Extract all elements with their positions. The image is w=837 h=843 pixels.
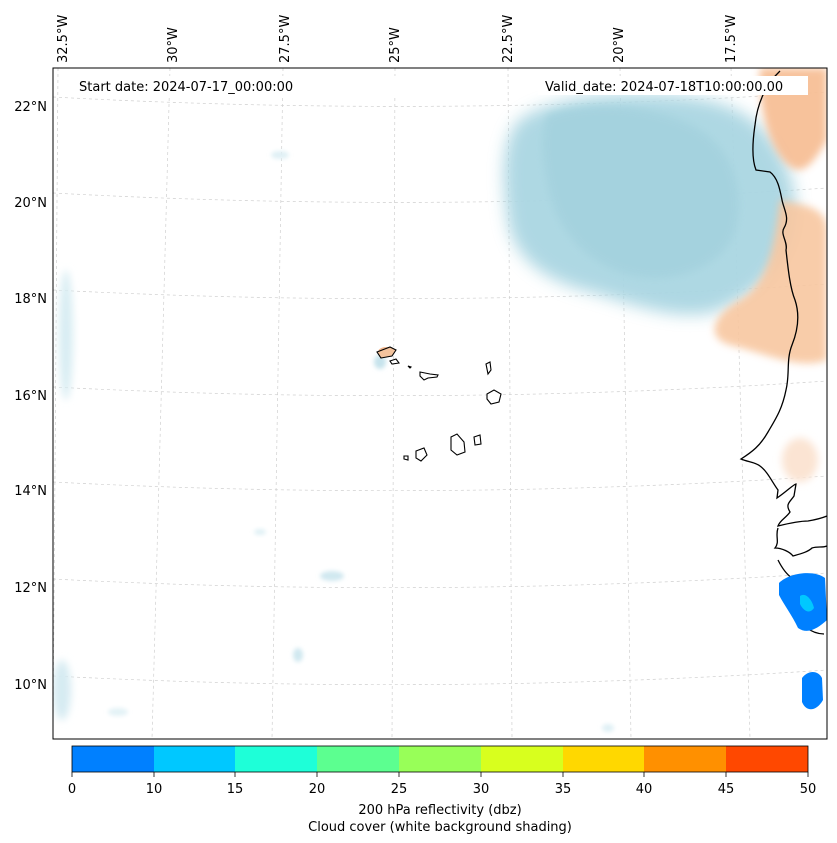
colorbar-tick-label: 10 (146, 782, 163, 797)
coastlines (739, 70, 827, 635)
colorbar: 0 10 15 20 25 30 35 40 45 50 200 hPa ref… (68, 745, 817, 835)
colorbar-tick-label: 40 (636, 782, 653, 797)
colorbar-segment (481, 746, 563, 772)
lon-label: 22.5°W (501, 15, 516, 63)
lon-label: 17.5°W (724, 15, 739, 63)
lon-label: 27.5°W (278, 15, 293, 63)
colorbar-tick-label: 0 (68, 782, 76, 797)
reflectivity-cells (779, 573, 827, 710)
colorbar-segment (644, 746, 726, 772)
colorbar-title: 200 hPa reflectivity (dbz) (358, 803, 521, 818)
colorbar-tick-label: 35 (555, 782, 572, 797)
map-frame (52, 67, 828, 740)
lat-label: 10°N (14, 678, 47, 693)
cape-verde-islands (376, 346, 502, 462)
lat-label: 14°N (14, 484, 47, 499)
colorbar-segment (235, 746, 317, 772)
colorbar-segment (726, 746, 808, 772)
lon-label: 32.5°W (56, 15, 71, 63)
start-date-label: Start date: 2024-07-17_00:00:00 (79, 80, 293, 95)
valid-date-box (538, 76, 808, 95)
colorbar-segment (154, 746, 236, 772)
colorbar-segment (563, 746, 645, 772)
map-panel (53, 68, 827, 739)
valid-date-label: Valid_date: 2024-07-18T10:00:00.00 (545, 80, 783, 95)
lat-label: 16°N (14, 389, 47, 404)
map-gridlines (53, 68, 827, 739)
lon-label: 25°W (388, 27, 403, 63)
lat-label: 20°N (14, 196, 47, 211)
colorbar-ticks (71, 772, 809, 777)
colorbar-segment (399, 746, 481, 772)
colorbar-tick-label: 20 (309, 782, 326, 797)
latitude-labels: 22°N 20°N 18°N 16°N 14°N 12°N 10°N (14, 100, 47, 693)
colorbar-tick-label: 30 (473, 782, 490, 797)
colorbar-segment (72, 746, 154, 772)
colorbar-tick-label: 50 (800, 782, 817, 797)
cloud-cover-shading (53, 94, 796, 732)
lat-label: 12°N (14, 581, 47, 596)
lat-label: 22°N (14, 100, 47, 115)
colorbar-tick-label: 15 (227, 782, 244, 797)
colorbar-subtitle: Cloud cover (white background shading) (308, 820, 572, 835)
start-date-box (72, 76, 406, 95)
lon-label: 30°W (166, 27, 181, 63)
colorbar-tick-label: 45 (718, 782, 735, 797)
colorbar-frame (71, 745, 809, 773)
longitude-labels: 32.5°W 30°W 27.5°W 25°W 22.5°W 20°W 17.5… (56, 15, 739, 63)
lat-label: 18°N (14, 292, 47, 307)
colorbar-tick-label: 25 (391, 782, 408, 797)
lon-label: 20°W (612, 27, 627, 63)
colorbar-segment (317, 746, 399, 772)
